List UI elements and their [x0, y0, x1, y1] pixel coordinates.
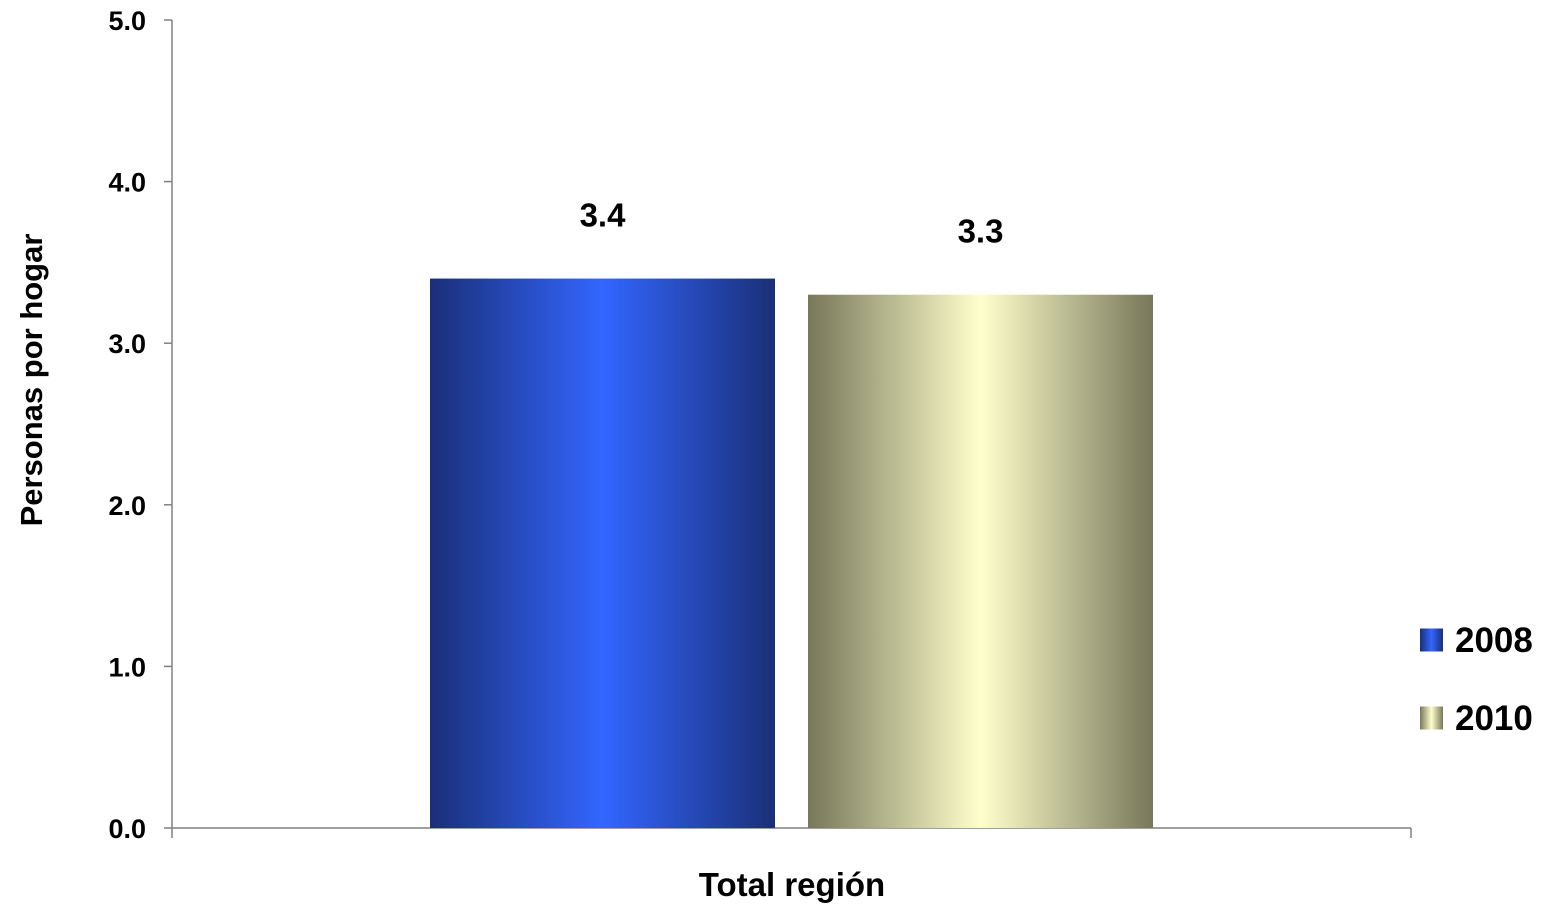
data-label-2010: 3.3	[958, 213, 1004, 250]
y-tick-label: 3.0	[108, 329, 146, 359]
y-tick-label: 4.0	[108, 168, 146, 198]
x-axis-title: Total región	[699, 866, 885, 903]
y-tick-label: 0.0	[108, 814, 146, 844]
legend-swatch-2010	[1420, 706, 1443, 730]
bars	[430, 278, 1153, 829]
y-tick-label: 2.0	[108, 491, 146, 521]
axes: 0.0 1.0 2.0 3.0 4.0 5.0	[108, 6, 1412, 844]
bar-2008	[430, 278, 775, 828]
y-tick-label: 1.0	[108, 652, 146, 682]
y-axis-title: Personas por hogar	[14, 234, 49, 527]
legend-label-2010: 2010	[1455, 699, 1533, 738]
legend: 2008 2010	[1420, 621, 1533, 738]
legend-swatch-2008	[1420, 628, 1443, 652]
legend-label-2008: 2008	[1455, 621, 1533, 660]
bar-2010	[808, 294, 1153, 829]
y-tick-label: 5.0	[108, 6, 146, 36]
data-labels: 3.4 3.3	[580, 197, 1004, 250]
data-label-2008: 3.4	[580, 197, 627, 234]
